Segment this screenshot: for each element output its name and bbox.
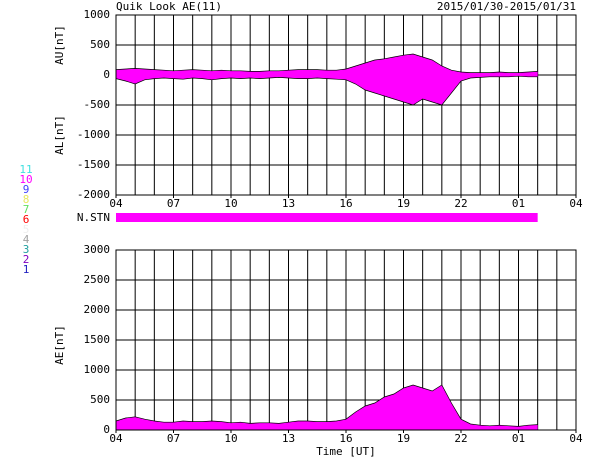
y-tick-label: 2500 [84,273,111,286]
y-tick-label: 1000 [84,363,111,376]
legend-entry: 9 [23,183,30,196]
x-tick-label: 13 [282,432,295,445]
x-tick-label: 04 [569,197,583,210]
y-tick-label: 2000 [84,303,111,316]
x-tick-label: 13 [282,197,295,210]
chart-title: Quik Look AE(11) [116,0,222,13]
area-outline [115,53,538,73]
y-tick-label: -500 [84,98,111,111]
area-outline [115,75,538,106]
x-tick-label: 19 [397,432,410,445]
legend-entry: 1 [23,263,30,276]
y-axis-label: AE[nT] [53,325,66,365]
legend-entry: 2 [23,253,30,266]
y-tick-label: 1500 [84,333,111,346]
plot-frame [115,14,577,196]
y-tick-label: 500 [90,393,110,406]
y-axis-label: AU[nT] [53,25,66,65]
y-tick-label: 1000 [84,8,111,21]
x-tick-label: 01 [512,432,525,445]
x-tick-label: 22 [454,432,467,445]
x-tick-label: 04 [109,197,123,210]
area [116,385,538,430]
x-tick-label: 04 [569,432,583,445]
y-tick-label: 500 [90,38,110,51]
x-tick-label: 10 [224,432,237,445]
y-tick-label: -1500 [77,158,110,171]
legend-entry: 5 [23,223,30,236]
legend-entry: 10 [19,173,32,186]
y-tick-label: 0 [103,423,110,436]
x-tick-label: 22 [454,197,467,210]
x-tick-label: 16 [339,197,352,210]
y-tick-label: 3000 [84,243,111,256]
station-bar [116,213,538,222]
y-axis-label: AL[nT] [53,115,66,155]
legend-entry: 8 [23,193,30,206]
y-tick-label: 0 [103,68,110,81]
date-range: 2015/01/30-2015/01/31 [437,0,576,13]
legend-entry: 4 [23,233,30,246]
y-tick-label: -1000 [77,128,110,141]
x-tick-label: 16 [339,432,352,445]
x-axis-label: Time [UT] [316,445,376,458]
plot-frame [115,249,577,431]
x-tick-label: 07 [167,197,180,210]
area [116,54,538,75]
legend-entry: 7 [23,203,30,216]
station-label: N.STN [77,211,110,224]
legend-entry: 3 [23,243,30,256]
y-tick-label: -2000 [77,188,110,201]
legend-entry: 6 [23,213,30,226]
x-tick-label: 07 [167,432,180,445]
area [116,75,538,105]
x-tick-label: 04 [109,432,123,445]
x-tick-label: 01 [512,197,525,210]
area-outline [115,384,538,427]
x-tick-label: 19 [397,197,410,210]
x-tick-label: 10 [224,197,237,210]
legend-entry: 11 [19,163,32,176]
